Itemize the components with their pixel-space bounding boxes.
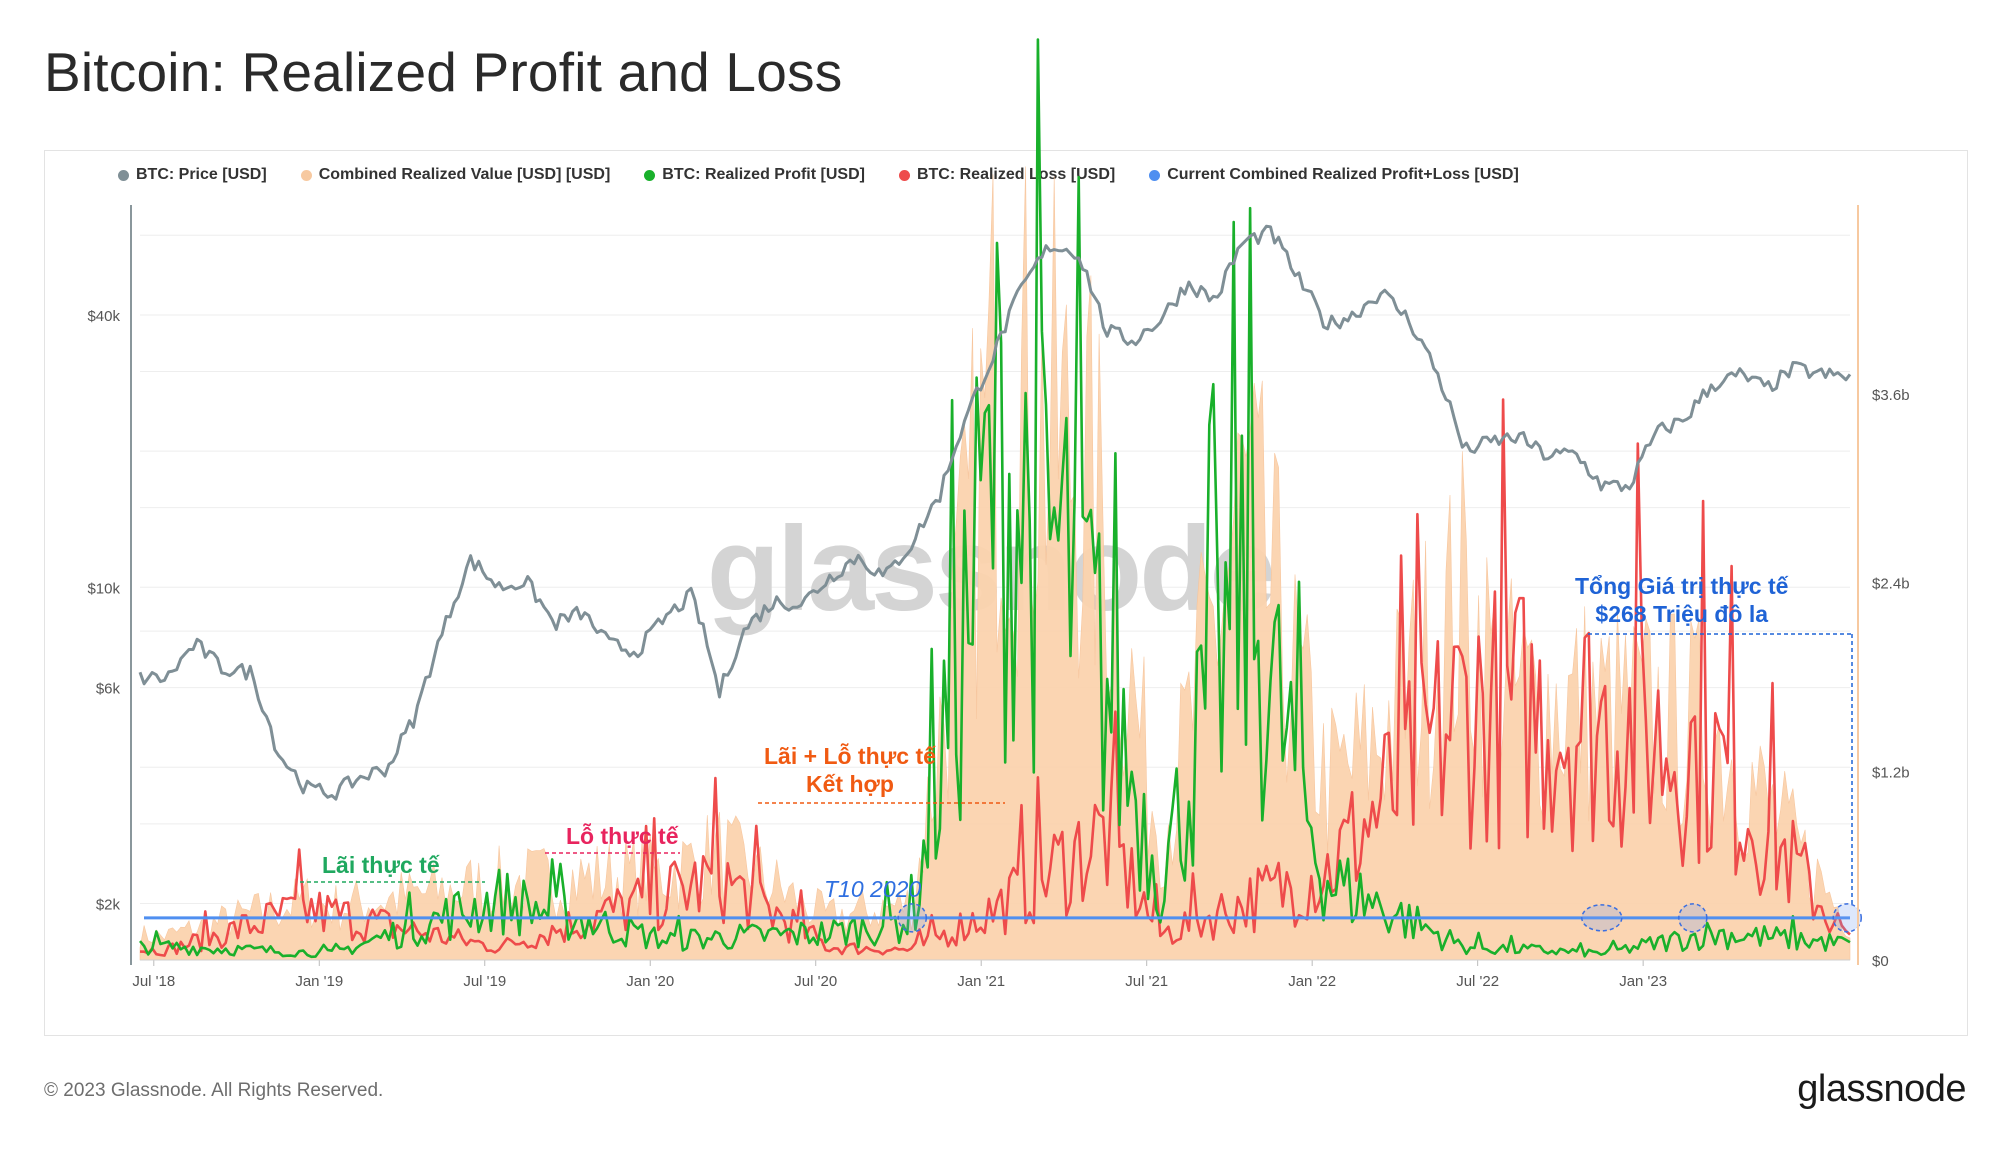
y-right-tick-label: $2.4b [1872, 576, 1910, 593]
y-right-tick-label: $0 [1872, 953, 1889, 970]
legend: BTC: Price [USD] Combined Realized Value… [118, 166, 1519, 184]
price-line [138, 224, 1852, 801]
legend-label: BTC: Realized Loss [USD] [916, 166, 1116, 183]
y-left-tick-label: $10k [87, 580, 120, 597]
realized-profit-line [139, 38, 1851, 959]
x-tick-label: Jul '19 [463, 973, 506, 990]
annotation-guides [300, 633, 1853, 906]
legend-label: BTC: Price [USD] [136, 166, 267, 183]
y-left-tick-label: $2k [96, 896, 121, 913]
combined-area [139, 166, 1851, 961]
legend-item-profit[interactable]: BTC: Realized Profit [USD] [644, 166, 865, 184]
current-combined-line [144, 903, 1862, 933]
legend-dot [300, 169, 312, 181]
legend-label: Current Combined Realized Profit+Loss [U… [1167, 166, 1519, 183]
annotation-combined-line2: Kết hợp [806, 771, 894, 797]
annotation-combined: Lãi + Lỗ thực tế Kết hợp [764, 742, 936, 798]
legend-dot [1149, 169, 1161, 181]
legend-label: BTC: Realized Profit [USD] [662, 166, 865, 183]
chart-frame [44, 150, 1968, 1036]
axes: $2k $6k $10k $40k $0 $1.2b $2.4b $3.6b Jul '18 Ja… [87, 205, 1910, 990]
legend-dot [898, 169, 910, 181]
x-tick-label: Jan '19 [295, 973, 343, 990]
realized-profit-series [139, 38, 1851, 959]
annotation-profit: Lãi thực tế [322, 852, 440, 878]
legend-item-loss[interactable]: BTC: Realized Loss [USD] [898, 166, 1116, 184]
y-left-tick-label: $40k [87, 308, 120, 325]
annotation-total-line2: $268 Triệu đô la [1595, 601, 1769, 627]
glassnode-logo: glassnode [1797, 1068, 1966, 1110]
x-tick-label: Jul '20 [794, 973, 837, 990]
y-left-tick-label: $6k [96, 681, 121, 698]
x-tick-label: Jul '22 [1456, 973, 1499, 990]
legend-item-combined[interactable]: Combined Realized Value [USD] [USD] [300, 166, 611, 184]
combined-realized-value-series [139, 166, 1851, 961]
annotation-total-line1: Tổng Giá trị thực tế [1575, 573, 1789, 599]
copyright: © 2023 Glassnode. All Rights Reserved. [44, 1080, 384, 1101]
touch-point-circle [1678, 903, 1708, 933]
y-right-tick-label: $1.2b [1872, 764, 1910, 781]
annotation-oct2020: T10 2020 [824, 876, 922, 902]
legend-dot [118, 169, 129, 181]
chart-title: Bitcoin: Realized Profit and Loss [44, 41, 843, 103]
legend-item-current[interactable]: Current Combined Realized Profit+Loss [U… [1149, 166, 1519, 184]
x-tick-label: Jan '20 [626, 973, 674, 990]
touch-point-circle [1832, 903, 1862, 933]
legend-label: Combined Realized Value [USD] [USD] [318, 166, 611, 183]
x-tick-label: Jan '23 [1619, 973, 1667, 990]
x-tick-label: Jan '22 [1288, 973, 1336, 990]
x-tick-label: Jul '18 [132, 973, 175, 990]
annotation-combined-line1: Lãi + Lỗ thực tế [764, 743, 936, 769]
legend-dot [644, 169, 656, 181]
x-tick-label: Jul '21 [1125, 973, 1168, 990]
touch-point-circle [897, 903, 928, 933]
annotation-loss: Lỗ thực tế [566, 823, 679, 849]
touch-point-circle [1581, 904, 1623, 932]
x-tick-label: Jan '21 [957, 973, 1005, 990]
annotation-total: Tổng Giá trị thực tế $268 Triệu đô la [1575, 572, 1788, 628]
price-series [138, 224, 1852, 801]
y-right-tick-label: $3.6b [1872, 387, 1910, 404]
realized-loss-series [139, 398, 1851, 957]
legend-item-price[interactable]: BTC: Price [USD] [118, 166, 267, 184]
realized-loss-line [139, 398, 1851, 957]
